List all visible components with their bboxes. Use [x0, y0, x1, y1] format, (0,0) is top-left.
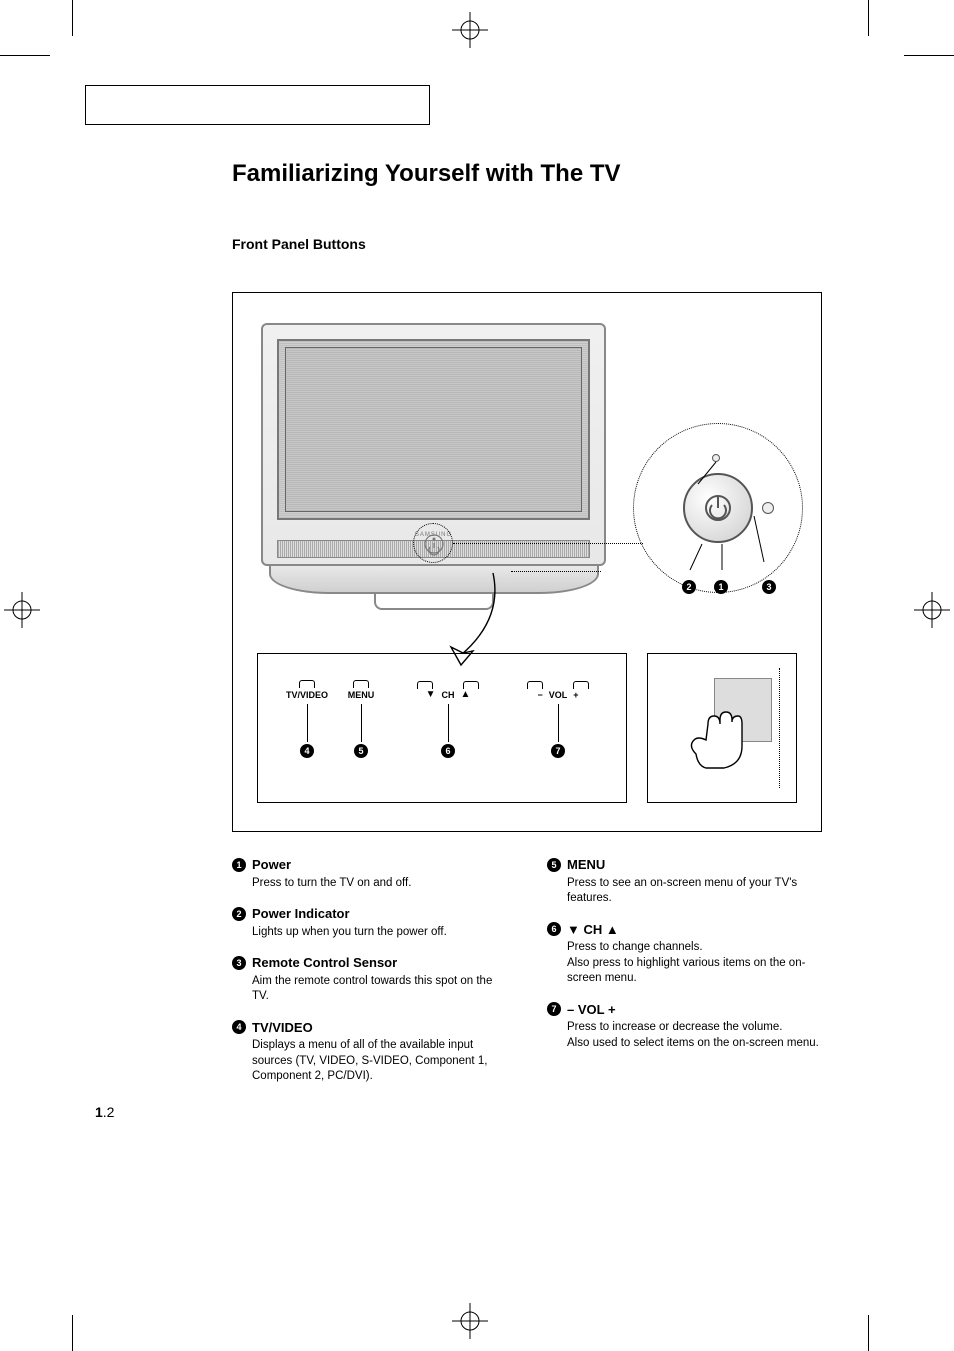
page-title: Familiarizing Yourself with The TV [232, 160, 822, 188]
power-zoom-callout: 2 1 3 [633, 423, 803, 593]
btn-vol: − VOL + 7 [516, 681, 600, 758]
crop-mark [72, 0, 73, 36]
btn-tvvideo: TV/VIDEO 4 [280, 680, 334, 758]
hand-icon [678, 706, 758, 776]
btn-tvvideo-label: TV/VIDEO [280, 690, 334, 700]
callout-num-6: 6 [441, 744, 455, 758]
callout-circle-power-area [413, 523, 453, 563]
registration-mark-icon [450, 1301, 490, 1341]
desc-title-7: – VOL + [567, 1001, 616, 1019]
btn-ch: ▼ CH ▲ 6 [406, 681, 490, 758]
callout-num-3: 3 [762, 580, 776, 594]
desc-title-6: ▼ CH ▲ [567, 921, 619, 939]
desc-title-5: MENU [567, 856, 605, 874]
diagram-frame: SAMSUNG [232, 292, 822, 832]
callout-num-1: 1 [714, 580, 728, 594]
page-content: Familiarizing Yourself with The TV Front… [232, 160, 822, 1099]
num-badge-3: 3 [232, 956, 246, 970]
header-tab-box [85, 85, 430, 125]
desc-title-4: TV/VIDEO [252, 1019, 313, 1037]
desc-body-2: Lights up when you turn the power off. [232, 925, 507, 941]
dotted-leader [511, 571, 601, 572]
desc-body-3: Aim the remote control towards this spot… [232, 974, 507, 1005]
num-badge-6: 6 [547, 922, 561, 936]
ch-down-icon: ▼ [426, 690, 436, 700]
crop-mark [904, 55, 954, 56]
page-number: 1.2 [95, 1104, 114, 1120]
desc-body-1: Press to turn the TV on and off. [232, 876, 507, 892]
registration-mark-icon [912, 590, 952, 630]
dotted-guide [779, 668, 780, 788]
crop-mark [868, 1315, 869, 1351]
desc-title-1: Power [252, 856, 291, 874]
vol-minus-icon: − [537, 690, 542, 700]
descriptions: 1Power Press to turn the TV on and off. … [232, 856, 822, 1099]
touch-panel [647, 653, 797, 803]
dotted-leader [453, 543, 643, 544]
callout-num-2: 2 [682, 580, 696, 594]
callout-num-7: 7 [551, 744, 565, 758]
desc-title-2: Power Indicator [252, 905, 350, 923]
desc-body-6: Press to change channels. Also press to … [547, 940, 822, 987]
btn-ch-label: CH [442, 690, 455, 700]
registration-mark-icon [2, 590, 42, 630]
button-panel: TV/VIDEO 4 MENU 5 ▼ CH ▲ [257, 653, 627, 803]
num-badge-4: 4 [232, 1020, 246, 1034]
num-badge-5: 5 [547, 858, 561, 872]
vol-plus-icon: + [573, 690, 578, 700]
sensor-icon [762, 502, 774, 514]
num-badge-1: 1 [232, 858, 246, 872]
btn-vol-label: VOL [549, 690, 568, 700]
num-badge-2: 2 [232, 907, 246, 921]
btn-menu-label: MENU [334, 690, 388, 700]
callout-leader [746, 514, 772, 564]
page-subtitle: Front Panel Buttons [232, 236, 822, 252]
crop-mark [868, 0, 869, 36]
descriptions-left: 1Power Press to turn the TV on and off. … [232, 856, 507, 1099]
registration-mark-icon [450, 10, 490, 50]
callout-leader [694, 460, 724, 486]
callout-leader [716, 542, 736, 572]
page-number-page: .2 [103, 1104, 115, 1120]
descriptions-right: 5 MENU Press to see an on-screen menu of … [547, 856, 822, 1099]
page-number-chapter: 1 [95, 1104, 103, 1120]
desc-body-5: Press to see an on-screen menu of your T… [547, 876, 822, 907]
desc-title-3: Remote Control Sensor [252, 954, 397, 972]
desc-body-7: Press to increase or decrease the volume… [547, 1020, 822, 1051]
ch-up-icon: ▲ [461, 690, 471, 700]
desc-body-4: Displays a menu of all of the available … [232, 1038, 507, 1085]
callout-num-5: 5 [354, 744, 368, 758]
callout-num-4: 4 [300, 744, 314, 758]
tv-illustration: SAMSUNG [261, 323, 606, 610]
crop-mark [0, 55, 50, 56]
btn-menu: MENU 5 [334, 680, 388, 758]
callout-leader [688, 542, 708, 572]
num-badge-7: 7 [547, 1002, 561, 1016]
crop-mark [72, 1315, 73, 1351]
power-small-icon [414, 524, 454, 564]
